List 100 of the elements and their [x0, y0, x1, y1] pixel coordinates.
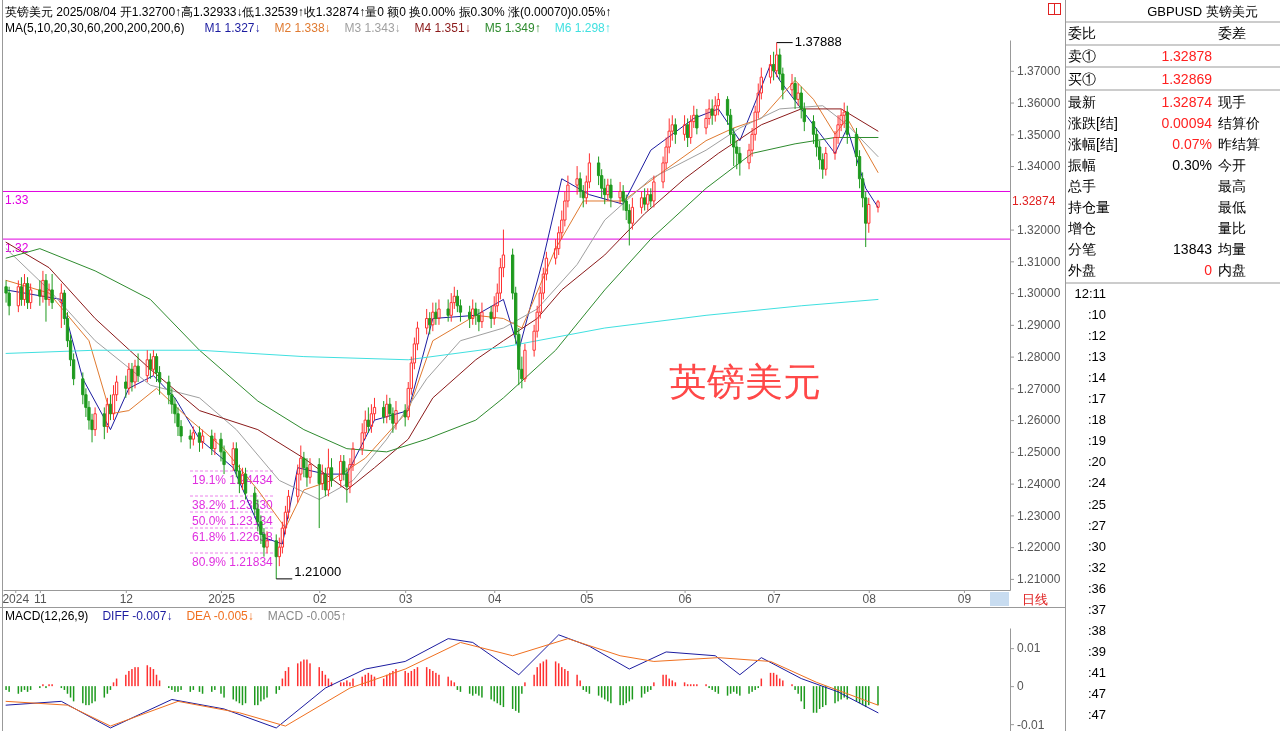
category-label: 今开: [1218, 157, 1246, 173]
candlestick: [274, 533, 278, 580]
candlestick: [41, 270, 45, 304]
text: M2 1.338↓: [274, 21, 331, 35]
candlestick: [210, 429, 214, 456]
text: :24: [1087, 475, 1106, 491]
category-label: 振幅: [1068, 157, 1096, 173]
text: :17: [1087, 391, 1106, 407]
category-label: 委差: [1218, 25, 1246, 41]
candlestick: [108, 394, 113, 421]
category-label: 均量: [1218, 241, 1246, 257]
candlestick: [136, 352, 140, 383]
candlestick: [148, 352, 153, 380]
candlestick: [22, 273, 27, 307]
candlestick: [446, 298, 450, 323]
text: M6 1.298↑: [554, 21, 611, 35]
candlestick: [793, 76, 797, 110]
ref-line-label: 1.33: [5, 193, 29, 208]
candlestick: [16, 279, 20, 313]
candlestick: [188, 429, 192, 450]
candlestick: [197, 425, 202, 453]
candlestick: [434, 302, 438, 326]
candlestick: [38, 279, 42, 307]
y-tick-label: 1.36000: [1017, 95, 1061, 110]
candlestick: [489, 305, 493, 329]
candlestick: [394, 400, 398, 431]
candlestick: [685, 117, 690, 148]
text: :20: [1087, 454, 1106, 470]
text: M5 1.349↑: [484, 21, 541, 35]
candlestick: [105, 397, 110, 434]
x-tick-label: 07: [767, 591, 782, 606]
candlestick: [25, 276, 30, 310]
x-tick-label: 06: [678, 591, 693, 606]
text: 0.00094: [1161, 115, 1212, 131]
candlestick: [710, 98, 714, 126]
candlestick: [323, 467, 328, 497]
y-tick-label: 1.34000: [1017, 159, 1061, 174]
candlestick: [824, 146, 828, 177]
candlestick: [845, 105, 849, 145]
candlestick: [382, 400, 386, 424]
candlestick: [649, 187, 653, 208]
text: M3 1.343↓: [344, 21, 401, 35]
text: M4 1.351↓: [414, 21, 471, 35]
candlestick: [609, 178, 613, 208]
text: DEA -0.005↓: [186, 609, 254, 623]
y-tick-label: 0.01: [1017, 641, 1041, 656]
x-tick-label: 04: [488, 591, 502, 606]
candlestick: [428, 311, 432, 335]
candlestick: [320, 464, 324, 491]
y-tick-label: 1.26000: [1017, 413, 1061, 428]
text: 1.32878: [1161, 48, 1212, 64]
candlestick: [231, 441, 235, 472]
candlestick: [876, 199, 880, 213]
candlestick: [768, 54, 773, 84]
x-tick-label: 02: [313, 591, 327, 606]
candlestick: [523, 343, 527, 383]
candlestick: [339, 454, 343, 488]
candlestick: [618, 181, 622, 205]
candlestick: [200, 429, 205, 450]
line-series: [5, 298, 879, 361]
candlestick: [213, 432, 217, 456]
candlestick: [471, 298, 475, 326]
text: 12:11: [1074, 286, 1106, 301]
text: 13843: [1173, 241, 1212, 257]
category-label: 现手: [1218, 94, 1246, 110]
text: :19: [1087, 433, 1106, 449]
candlestick: [695, 108, 699, 135]
x-tick-label: 09: [957, 591, 972, 606]
text: :38: [1087, 622, 1106, 638]
candlestick: [652, 175, 656, 208]
candlestick: [308, 457, 312, 485]
candlestick: [385, 394, 389, 424]
candlestick: [639, 190, 644, 215]
x-tick-label: 05: [580, 591, 594, 606]
y-tick-label: 1.22000: [1017, 540, 1061, 555]
y-tick-label: 1.24000: [1017, 476, 1061, 491]
candlestick: [191, 425, 195, 447]
y-tick-label: 1.23000: [1017, 508, 1061, 523]
text: 1.32874: [1161, 94, 1212, 110]
category-label: 最低: [1218, 199, 1246, 215]
y-tick-label: 1.30000: [1017, 286, 1061, 301]
category-label: 买①: [1068, 71, 1096, 87]
candlestick: [19, 276, 24, 307]
candlestick: [437, 298, 441, 326]
text: 1.32869: [1161, 71, 1212, 87]
line-series: [5, 136, 879, 453]
retracement-label: 80.9% 1.21834: [189, 552, 276, 569]
candlestick: [606, 178, 610, 202]
text: 0.30%: [1172, 157, 1212, 173]
category-label: 昨结算: [1218, 136, 1260, 152]
category-label: 量比: [1218, 220, 1246, 236]
text: M1 1.327↓: [204, 21, 261, 35]
candlestick: [124, 375, 128, 399]
x-tick-label: 08: [862, 591, 877, 606]
candlestick: [130, 362, 134, 393]
candlestick: [630, 197, 635, 231]
candlestick: [28, 283, 33, 310]
category-label: 增仓: [1067, 220, 1096, 236]
text: :41: [1087, 664, 1106, 680]
text: 日线: [1022, 592, 1048, 607]
